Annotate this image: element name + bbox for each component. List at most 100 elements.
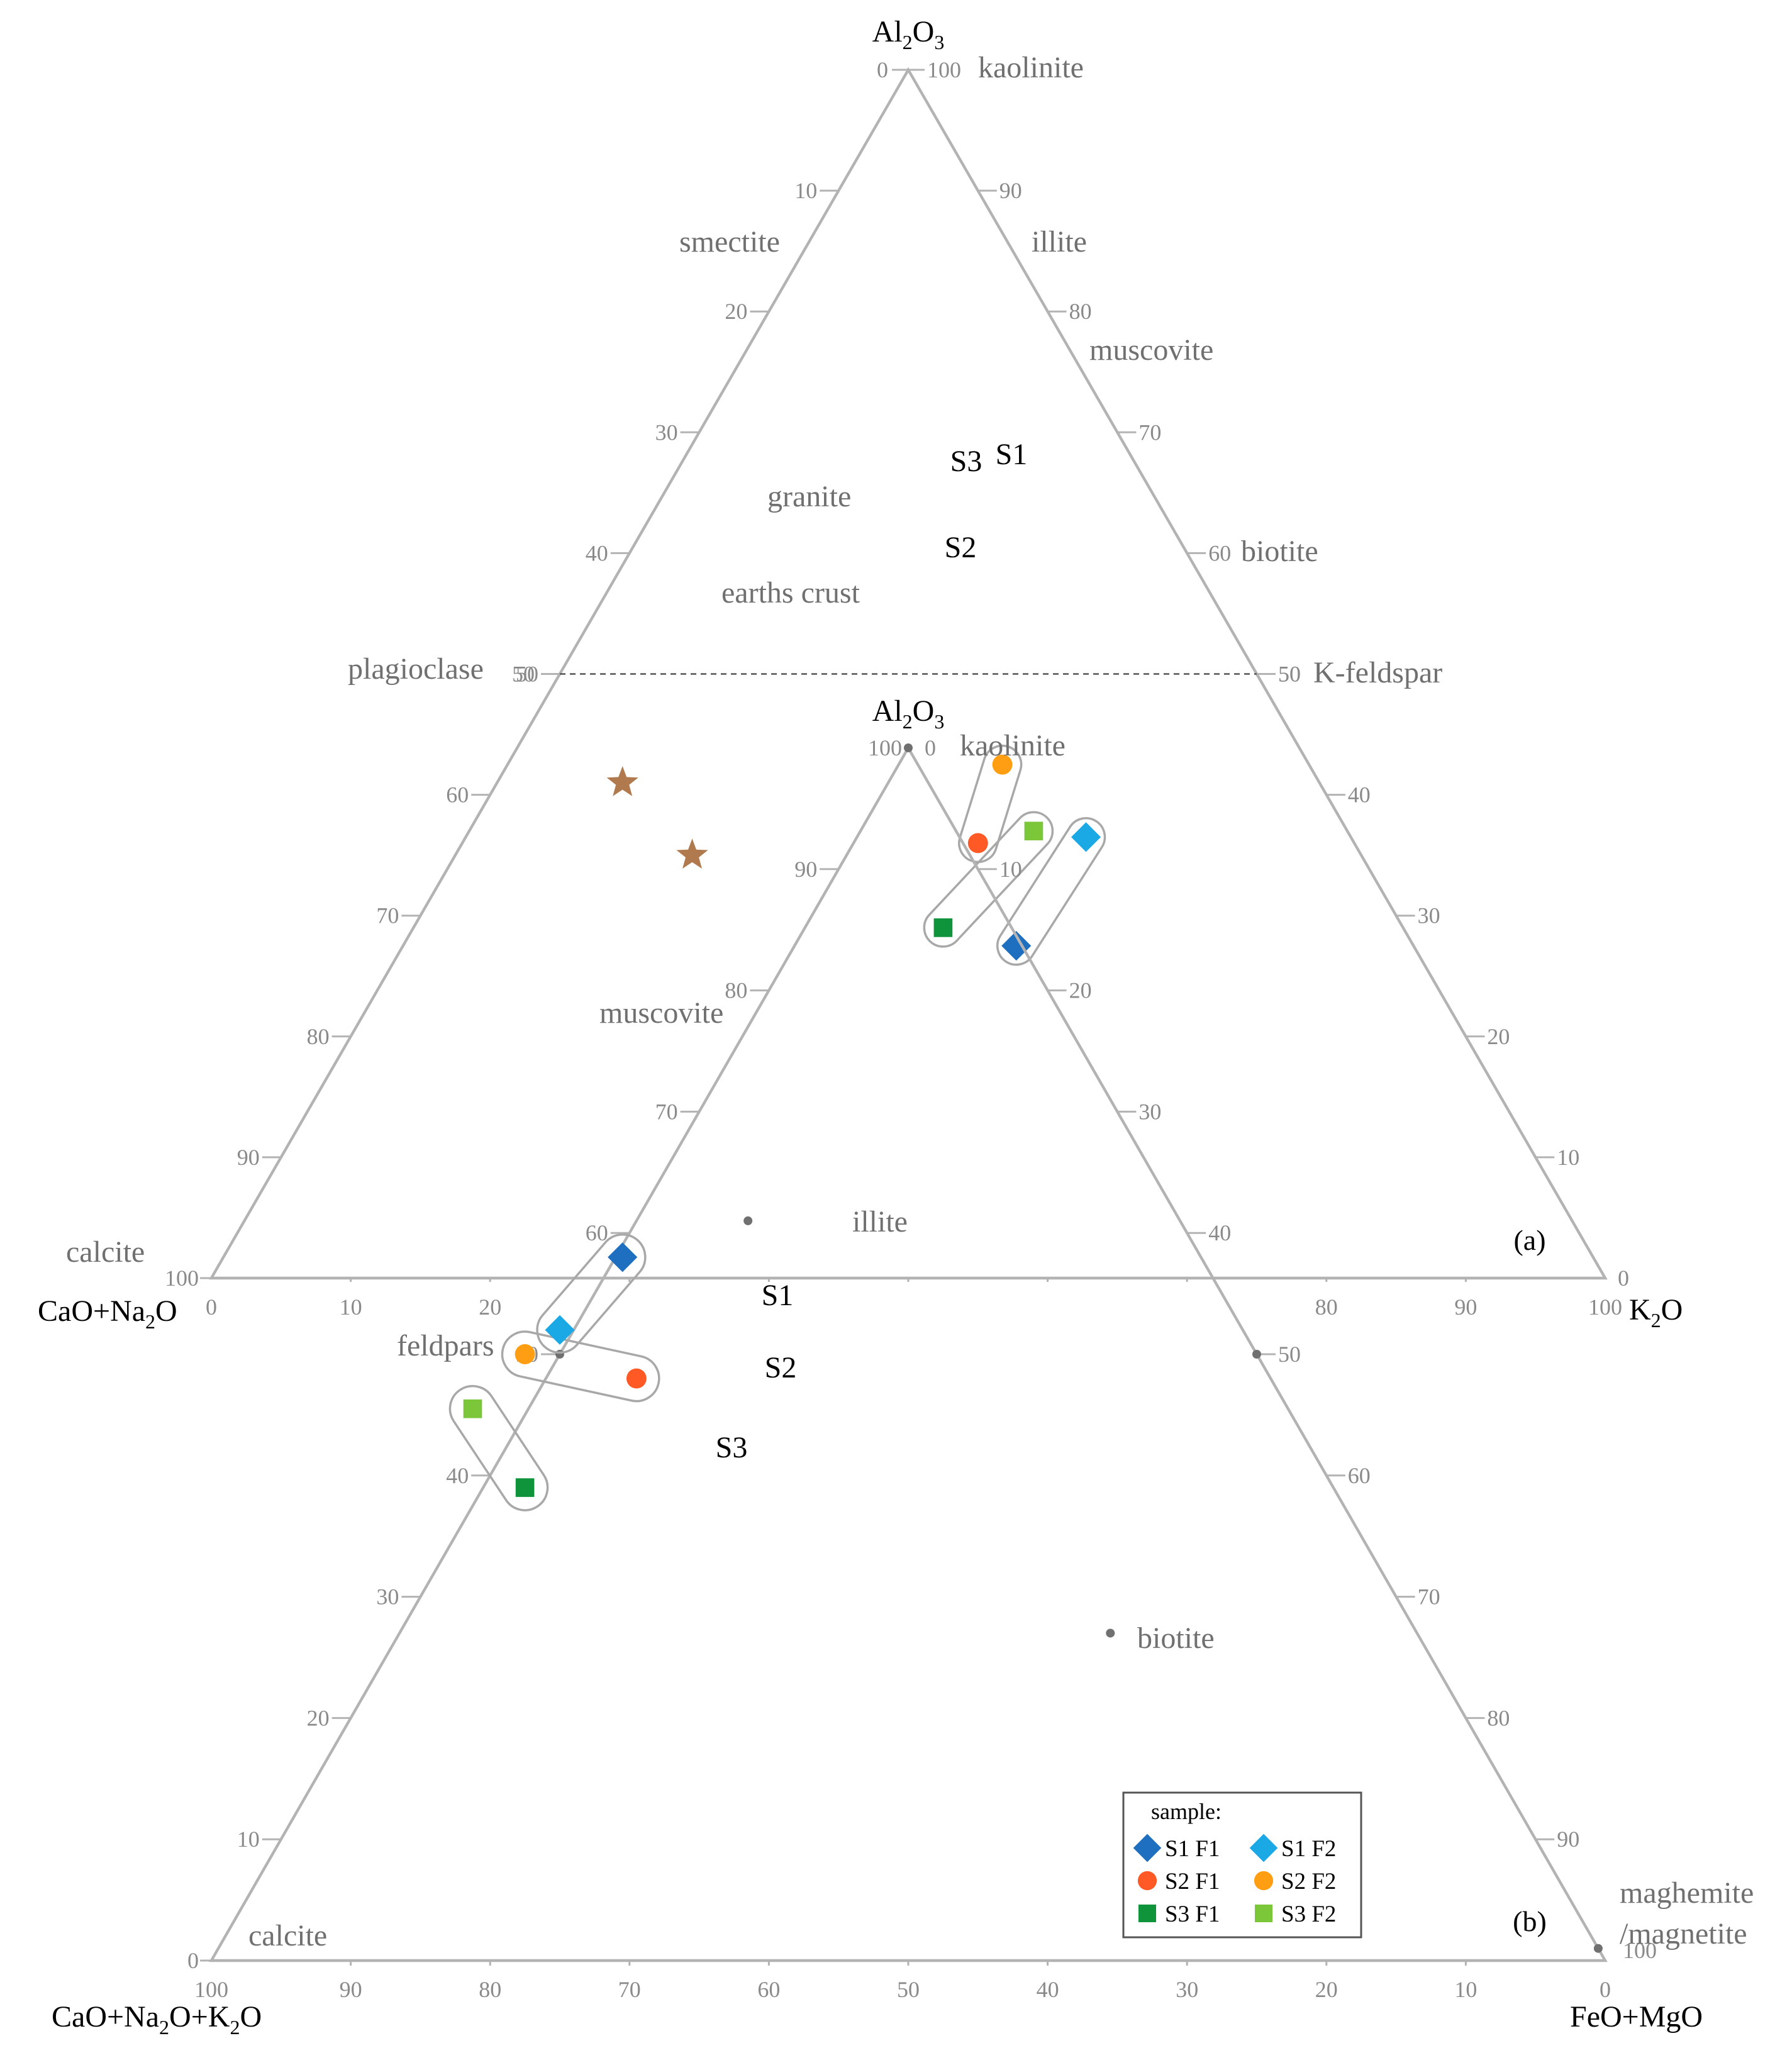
corner-tick-left-a: 100 (165, 1266, 199, 1291)
group-label-s2-a: S2 (945, 531, 977, 564)
corner-tick-right-a: 0 (1618, 1266, 1629, 1291)
legend-label-s3-f2: S3 F2 (1281, 1901, 1336, 1927)
bottom-tick-label-b: 100 (194, 1977, 228, 2002)
reference-dot-maghemite-magnetite (1593, 1944, 1603, 1953)
point-s1-f1-a (1001, 931, 1032, 961)
right-tick-label-b: 60 (1348, 1463, 1371, 1488)
apex-tick-left-b: 100 (868, 735, 902, 760)
mineral-label-biotite-b: biotite (1137, 1622, 1215, 1655)
legend-marker-s1-f2 (1249, 1834, 1278, 1862)
left-tick-label-b: 70 (655, 1099, 678, 1124)
apex-label-right-a: K2O (1629, 1293, 1683, 1332)
right-tick-label-b: 30 (1138, 1099, 1161, 1124)
right-tick-label-a: 80 (1069, 299, 1092, 324)
bottom-tick-label-b: 30 (1176, 1977, 1198, 2002)
corner-tick-left-b: 0 (187, 1948, 199, 1973)
apex-label-left-a: CaO+Na2O (38, 1294, 177, 1333)
right-tick-label-a: 10 (1557, 1145, 1579, 1170)
left-tick-label-b: 60 (586, 1220, 608, 1245)
bottom-tick-label-a: 10 (340, 1294, 362, 1320)
granite-marker (676, 838, 708, 869)
left-tick-label-a: 10 (794, 178, 817, 203)
group-outline-s3-a (923, 811, 1054, 948)
reference-dot-feldpars (555, 1350, 564, 1359)
bottom-tick-label-b: 50 (897, 1977, 920, 2002)
left-tick-label-a-50: 50 (512, 662, 535, 687)
point-s3-f1-a (933, 918, 953, 937)
point-s2-f1-b (626, 1368, 647, 1389)
point-s1-f2-b (545, 1315, 575, 1345)
ternary-panel-b: 0101010202020303030404040505050606060707… (52, 694, 1754, 2039)
left-tick-label-a: 80 (307, 1024, 330, 1049)
mineral-label-illite-a: illite (1032, 225, 1087, 259)
apex-label-right-b: FeO+MgO (1570, 2000, 1703, 2034)
left-tick-label-b: 90 (794, 857, 817, 882)
left-tick-label-b: 80 (725, 978, 747, 1003)
ternary-panel-a: 0 10 10 10 20 20 20 30 30 40 40 50 50 60 60 70 70 80 80 80 9… (38, 15, 1683, 1333)
bottom-tick-label-b: 20 (1315, 1977, 1338, 2002)
point-s1-f2-a (1071, 822, 1101, 852)
mineral-label-maghemite2-b: /magnetite (1620, 1917, 1747, 1950)
left-tick-label-a: 50 (516, 662, 538, 687)
legend-title: sample: (1151, 1799, 1222, 1824)
granite-label: granite (767, 480, 851, 513)
mineral-label-calcite-a: calcite (66, 1235, 145, 1269)
bottom-tick-label-b: 60 (757, 1977, 780, 2002)
bottom-tick-label-a: 20 (479, 1294, 501, 1320)
right-tick-label-b: 10 (999, 857, 1022, 882)
right-tick-label-a: 90 (999, 178, 1022, 203)
corner-tick-right-b: 100 (1623, 1938, 1657, 1963)
mineral-label-muscovite-a: muscovite (1089, 333, 1213, 367)
apex-label-left-b: CaO+Na2O+K2O (52, 2000, 262, 2039)
legend-label-s3-f1: S3 F1 (1165, 1901, 1220, 1927)
group-label-s3-b: S3 (716, 1431, 748, 1464)
reference-dot-illite (743, 1216, 753, 1225)
group-outline-s3-b (448, 1384, 549, 1511)
reference-dot-biotite (1106, 1628, 1115, 1638)
bottom-tick-label-b: 40 (1037, 1977, 1059, 2002)
legend-box (1122, 1791, 1362, 1939)
apex-tick-right-b: 0 (925, 735, 936, 760)
left-tick-label-a: 60 (446, 782, 469, 808)
reference-dot-kaolinite (904, 743, 913, 752)
point-s3-f1-b (515, 1478, 535, 1497)
apex-label-top-a: Al2O3 (872, 15, 945, 53)
group-label-s1-a: S1 (996, 438, 1028, 471)
right-tick-label-a: 40 (1348, 782, 1371, 808)
left-tick-label-a: 90 (237, 1145, 260, 1170)
right-tick-label-b: 80 (1487, 1705, 1510, 1730)
legend-marker-s2-f2 (1254, 1871, 1274, 1891)
right-tick-label-a-50: 50 (1278, 662, 1301, 687)
left-tick-label-a: 70 (376, 903, 399, 928)
mineral-label-maghemite1-b: maghemite (1620, 1876, 1754, 1910)
left-tick-label-b: 10 (237, 1827, 260, 1852)
bottom-tick-label-b: 70 (618, 1977, 641, 2002)
mineral-label-illite-b: illite (852, 1205, 908, 1238)
legend: sample: S1 F1 S1 F2 S2 F1 S2 F2 S3 F1 S3 F2 (1122, 1791, 1362, 1939)
group-outline-s1-a (996, 817, 1106, 966)
legend-marker-s3-f1 (1138, 1904, 1157, 1923)
right-tick-label-a: 70 (1138, 420, 1161, 445)
bottom-tick-label-b: 10 (1454, 1977, 1477, 2002)
right-tick-label-b: 70 (1418, 1584, 1440, 1610)
panel-label-a: (a) (1513, 1224, 1545, 1256)
bottom-tick-label-b: 90 (340, 1977, 362, 2002)
group-outline-s2-b (501, 1330, 660, 1403)
group-label-s1-b: S1 (762, 1279, 794, 1312)
legend-marker-s3-f2 (1254, 1904, 1273, 1923)
apex-tick-right-a: 100 (927, 57, 961, 82)
legend-label-s1-f1: S1 F1 (1165, 1836, 1220, 1862)
apex-tick-left-a: 0 (877, 57, 888, 82)
legend-marker-s1-f1 (1133, 1834, 1162, 1862)
reference-dot-k-side-50 (1252, 1350, 1261, 1359)
group-outline-s1-b (536, 1233, 647, 1354)
point-s2-f2-a (992, 754, 1013, 775)
right-tick-label-a: 60 (1208, 540, 1231, 565)
right-tick-label-b: 50 (1278, 1342, 1301, 1367)
right-tick-label-a: 50 (1278, 662, 1301, 687)
mineral-label-calcite-b: calcite (248, 1919, 327, 1952)
point-s3-f2-b (463, 1399, 482, 1418)
legend-label-s1-f2: S1 F2 (1281, 1836, 1336, 1862)
mineral-label-kfeldspar-a: K-feldspar (1313, 656, 1442, 689)
